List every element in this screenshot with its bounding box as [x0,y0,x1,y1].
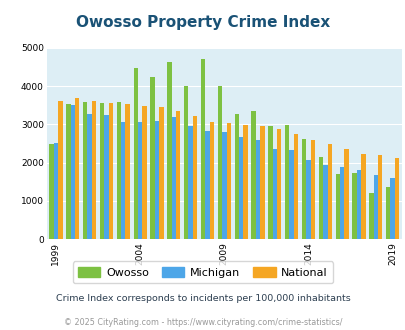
Bar [171,117,175,239]
Bar [339,167,343,239]
Bar [310,140,314,239]
Bar [75,98,79,239]
Bar [369,193,373,239]
Bar [226,123,230,239]
Bar [251,111,255,239]
Bar [301,139,305,239]
Bar [276,129,281,239]
Bar [121,122,125,239]
Bar [142,106,146,239]
Bar [70,105,75,239]
Legend: Owosso, Michigan, National: Owosso, Michigan, National [72,261,333,283]
Bar [100,103,104,239]
Bar [356,170,360,239]
Bar [352,173,356,239]
Bar [217,86,222,239]
Bar [188,126,192,239]
Bar [293,134,298,239]
Bar [58,101,62,239]
Bar [104,115,109,239]
Bar [390,179,394,239]
Bar [255,141,260,239]
Bar [239,137,243,239]
Bar [289,150,293,239]
Text: Crime Index corresponds to incidents per 100,000 inhabitants: Crime Index corresponds to incidents per… [55,294,350,303]
Bar [138,122,142,239]
Bar [260,126,264,239]
Bar [49,144,53,239]
Bar [284,125,289,239]
Bar [133,68,138,239]
Bar [318,156,322,239]
Bar [167,62,171,239]
Bar [53,143,58,239]
Bar [66,104,70,239]
Bar [377,155,382,239]
Bar [192,116,197,239]
Bar [209,122,213,239]
Bar [222,132,226,239]
Bar [373,175,377,239]
Bar [343,149,348,239]
Bar [200,58,205,239]
Bar [183,86,188,239]
Bar [305,160,310,239]
Bar [327,144,331,239]
Bar [360,153,364,239]
Bar [243,125,247,239]
Bar [234,115,239,239]
Bar [335,174,339,239]
Bar [322,165,327,239]
Text: © 2025 CityRating.com - https://www.cityrating.com/crime-statistics/: © 2025 CityRating.com - https://www.city… [64,318,341,327]
Bar [83,102,87,239]
Text: Owosso Property Crime Index: Owosso Property Crime Index [76,15,329,30]
Bar [92,101,96,239]
Bar [87,114,92,239]
Bar [268,125,272,239]
Bar [150,77,154,239]
Bar [154,120,159,239]
Bar [109,103,113,239]
Bar [117,102,121,239]
Bar [125,104,130,239]
Bar [394,158,398,239]
Bar [175,112,180,239]
Bar [205,131,209,239]
Bar [159,107,163,239]
Bar [272,149,276,239]
Bar [385,187,390,239]
